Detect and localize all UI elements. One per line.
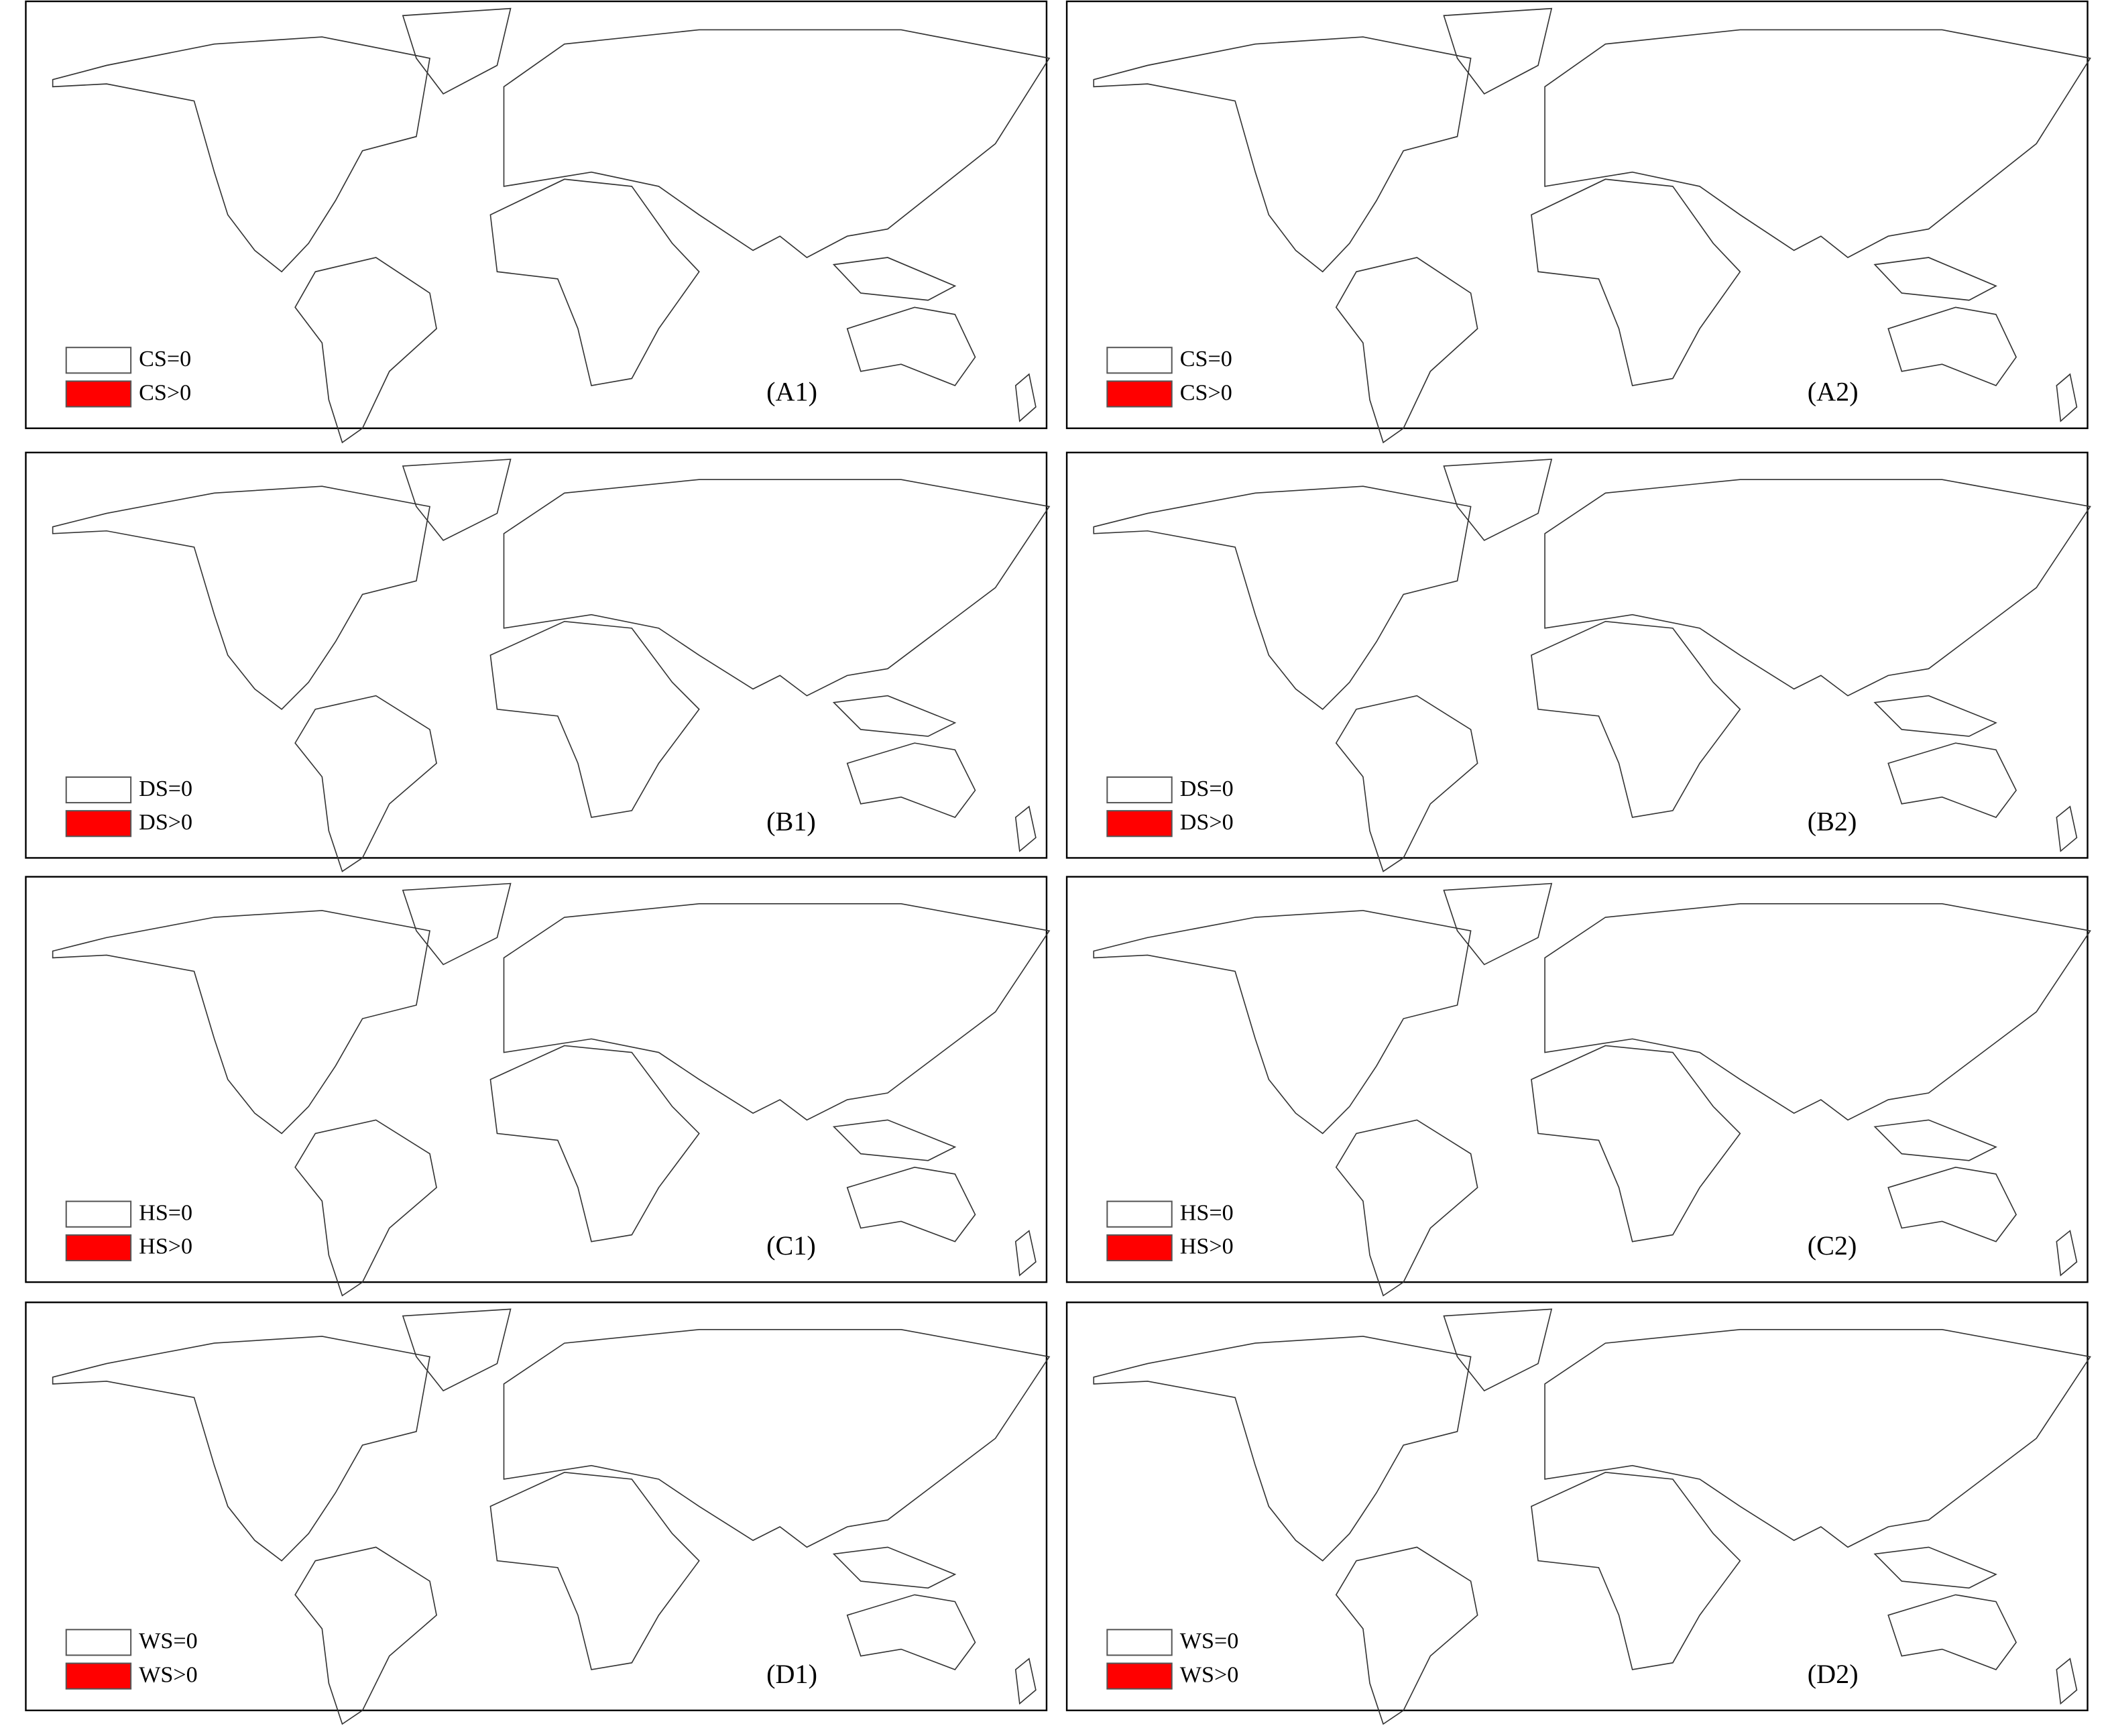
panel-frame xyxy=(1065,1301,2089,1712)
legend-swatch-zero xyxy=(1106,347,1173,374)
legend-swatch-positive xyxy=(1106,810,1173,837)
legend-label: HS=0 xyxy=(139,1201,192,1226)
panel-label: (B1) xyxy=(766,806,816,836)
legend-label: CS>0 xyxy=(139,380,191,405)
legend-swatch-positive xyxy=(1106,1234,1173,1261)
panel-frame xyxy=(1065,451,2089,859)
legend-label: DS>0 xyxy=(139,810,192,835)
panel-label: (C1) xyxy=(766,1230,816,1261)
legend-swatch-zero xyxy=(65,1200,132,1228)
panel-label: (C2) xyxy=(1808,1230,1857,1261)
panel-label: (A2) xyxy=(1808,377,1859,407)
legend-label: HS=0 xyxy=(1180,1201,1234,1226)
legend-label: WS>0 xyxy=(1180,1662,1238,1687)
legend-swatch-positive xyxy=(1106,380,1173,408)
legend-swatch-zero xyxy=(1106,1200,1173,1228)
legend-label: HS>0 xyxy=(139,1234,192,1259)
legend-swatch-positive xyxy=(65,1662,132,1690)
panel-frame xyxy=(25,876,1048,1283)
map-panel: DS=0 DS>0 (B2) xyxy=(1065,451,2091,872)
legend-label: DS>0 xyxy=(1180,810,1234,835)
legend-label: DS=0 xyxy=(1180,776,1234,801)
panel-frame xyxy=(25,0,1048,429)
map-panel: CS=0 CS>0 (A1) xyxy=(25,0,1051,443)
panel-frame xyxy=(25,451,1048,859)
legend-swatch-positive xyxy=(1106,1662,1173,1690)
legend-swatch-zero xyxy=(65,347,132,374)
map-panel: HS=0 HS>0 (C2) xyxy=(1065,876,2091,1297)
legend-label: CS>0 xyxy=(1180,380,1232,405)
legend-swatch-zero xyxy=(65,1629,132,1656)
legend-label: WS>0 xyxy=(139,1662,197,1687)
panel-label: (A1) xyxy=(766,377,817,407)
map-panel: HS=0 HS>0 (C1) xyxy=(25,876,1050,1297)
legend-label: CS=0 xyxy=(1180,347,1232,371)
map-panel: CS=0 CS>0 (A2) xyxy=(1065,0,2091,443)
panel-label: (D2) xyxy=(1808,1659,1859,1689)
legend-swatch-positive xyxy=(65,810,132,837)
panel-label: (B2) xyxy=(1808,806,1857,836)
legend-label: WS=0 xyxy=(1180,1629,1238,1654)
map-panel: WS=0 WS>0 (D2) xyxy=(1065,1301,2091,1725)
legend-label: WS=0 xyxy=(139,1629,197,1654)
map-panel: WS=0 WS>0 (D1) xyxy=(25,1301,1050,1725)
legend-label: CS=0 xyxy=(139,347,191,371)
legend-label: DS=0 xyxy=(139,776,192,801)
legend-swatch-zero xyxy=(65,776,132,804)
legend-swatch-positive xyxy=(65,1234,132,1261)
panel-frame xyxy=(1065,0,2089,429)
legend-swatch-zero xyxy=(1106,1629,1173,1656)
panel-frame xyxy=(25,1301,1048,1712)
legend-label: HS>0 xyxy=(1180,1234,1234,1259)
map-panel: DS=0 DS>0 (B1) xyxy=(25,451,1050,872)
panel-frame xyxy=(1065,876,2089,1283)
legend-swatch-positive xyxy=(65,380,132,408)
legend-swatch-zero xyxy=(1106,776,1173,804)
panel-label: (D1) xyxy=(766,1659,817,1689)
